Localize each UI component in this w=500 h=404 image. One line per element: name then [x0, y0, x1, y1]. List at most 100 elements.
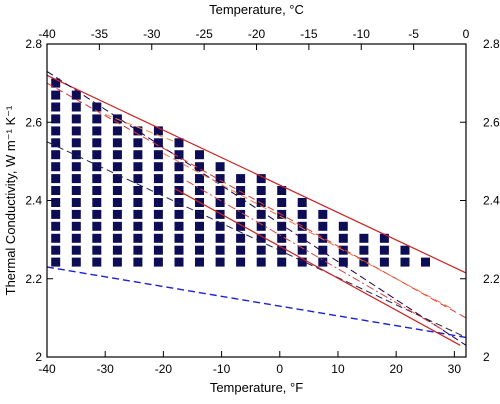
y-right-tick-label: 2.8: [483, 37, 500, 51]
marker-square: [51, 209, 61, 219]
marker-square: [277, 221, 287, 231]
marker-square: [51, 198, 61, 207]
marker-square: [421, 257, 430, 267]
x-bottom-tick-label: -40: [38, 362, 56, 376]
marker-square: [92, 102, 102, 112]
x-top-tick-label: -35: [91, 27, 109, 41]
marker-square: [71, 174, 81, 184]
marker-square: [400, 245, 410, 255]
marker-square: [174, 245, 184, 255]
marker-square: [236, 198, 246, 207]
marker-square: [195, 186, 204, 195]
y-left-tick-label: 2.2: [25, 272, 42, 286]
marker-square: [112, 233, 122, 243]
marker-square: [92, 126, 102, 136]
plot-frame: [46, 43, 467, 358]
marker-square: [195, 257, 204, 267]
marker-square: [297, 233, 307, 243]
x-top-axis-title: Temperature, °C: [209, 2, 304, 17]
marker-square: [112, 245, 122, 255]
marker-square: [51, 126, 61, 136]
marker-square: [51, 102, 61, 112]
marker-square: [133, 233, 143, 243]
marker-square: [112, 126, 122, 136]
marker-square: [174, 257, 184, 267]
marker-square: [71, 150, 81, 160]
marker-square: [153, 233, 163, 243]
marker-square: [195, 150, 204, 160]
marker-square: [195, 209, 204, 219]
marker-square: [236, 186, 246, 195]
y-right-tick-label: 2: [483, 350, 490, 364]
marker-square: [297, 209, 307, 219]
x-bottom-tick-label: 10: [331, 362, 345, 376]
marker-square: [236, 233, 246, 243]
marker-square: [215, 186, 225, 195]
marker-square: [71, 138, 81, 148]
marker-square: [174, 198, 184, 207]
marker-square: [92, 209, 102, 219]
marker-square: [92, 245, 102, 255]
series-line-1: [46, 74, 467, 274]
marker-square: [133, 150, 143, 160]
y-right-tick-label: 2.2: [483, 272, 500, 286]
marker-square: [153, 138, 163, 148]
series-line-6: [174, 188, 461, 346]
marker-square: [51, 162, 61, 172]
y-left-tick-label: 2.6: [25, 115, 42, 129]
marker-square: [318, 257, 328, 267]
marker-square: [400, 257, 410, 267]
marker-square: [236, 257, 246, 267]
marker-square: [133, 221, 143, 231]
series-line-5: [46, 82, 467, 319]
marker-square: [195, 233, 204, 243]
x-bottom-tick-label: 0: [276, 362, 283, 376]
marker-square: [215, 233, 225, 243]
marker-square: [153, 174, 163, 184]
x-top-tick-label: -25: [195, 27, 213, 41]
marker-square: [51, 138, 61, 148]
marker-square: [174, 138, 184, 148]
marker-square: [379, 233, 389, 243]
marker-square: [256, 174, 266, 184]
y-right-tick-label: 2.4: [483, 194, 500, 208]
marker-square: [195, 162, 204, 172]
marker-square: [133, 174, 143, 184]
x-top-tick-label: 0: [463, 27, 470, 41]
marker-square: [195, 245, 204, 255]
marker-square: [51, 150, 61, 160]
marker-square: [359, 245, 369, 255]
marker-square: [236, 209, 246, 219]
marker-square: [174, 162, 184, 172]
marker-square: [174, 221, 184, 231]
marker-square: [71, 221, 81, 231]
marker-square: [215, 198, 225, 207]
x-top-tick-label: -30: [143, 27, 161, 41]
marker-square: [92, 221, 102, 231]
marker-square: [318, 209, 328, 219]
marker-grid: [51, 78, 430, 267]
marker-square: [277, 186, 287, 195]
marker-square: [112, 138, 122, 148]
marker-square: [92, 138, 102, 148]
marker-square: [133, 186, 143, 195]
marker-square: [256, 198, 266, 207]
series-line-9: [105, 113, 176, 143]
marker-square: [71, 257, 81, 267]
marker-square: [51, 221, 61, 231]
x-bottom-tick-label: -20: [155, 362, 173, 376]
marker-square: [112, 186, 122, 195]
marker-square: [195, 174, 204, 184]
y-axis-title: Thermal Conductivity, W m⁻¹ K⁻¹: [3, 105, 18, 295]
y-left-tick-label: 2: [35, 350, 42, 364]
marker-square: [153, 198, 163, 207]
marker-square: [359, 233, 369, 243]
marker-square: [318, 233, 328, 243]
marker-square: [277, 257, 287, 267]
marker-square: [277, 198, 287, 207]
y-left-tick-label: 2.8: [25, 37, 42, 51]
marker-square: [215, 209, 225, 219]
marker-square: [51, 245, 61, 255]
marker-square: [92, 174, 102, 184]
